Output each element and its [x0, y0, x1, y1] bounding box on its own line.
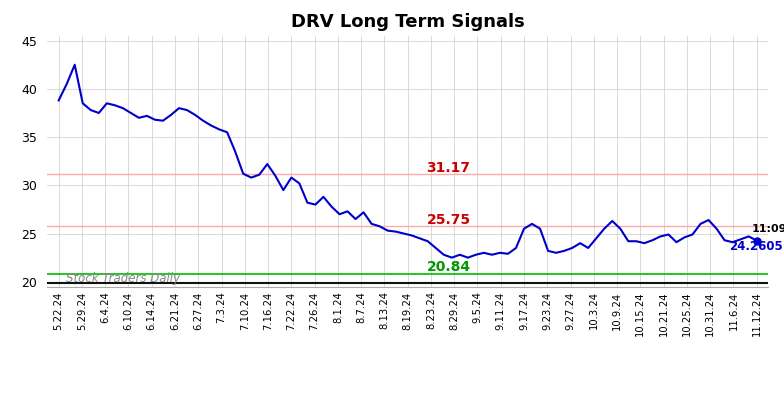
Text: 11:09: 11:09: [752, 224, 784, 234]
Text: 20.84: 20.84: [426, 260, 470, 274]
Text: Stock Traders Daily: Stock Traders Daily: [66, 272, 180, 285]
Text: 24.2605: 24.2605: [729, 240, 782, 253]
Text: 25.75: 25.75: [426, 213, 470, 227]
Text: 31.17: 31.17: [426, 161, 470, 175]
Title: DRV Long Term Signals: DRV Long Term Signals: [291, 14, 524, 31]
